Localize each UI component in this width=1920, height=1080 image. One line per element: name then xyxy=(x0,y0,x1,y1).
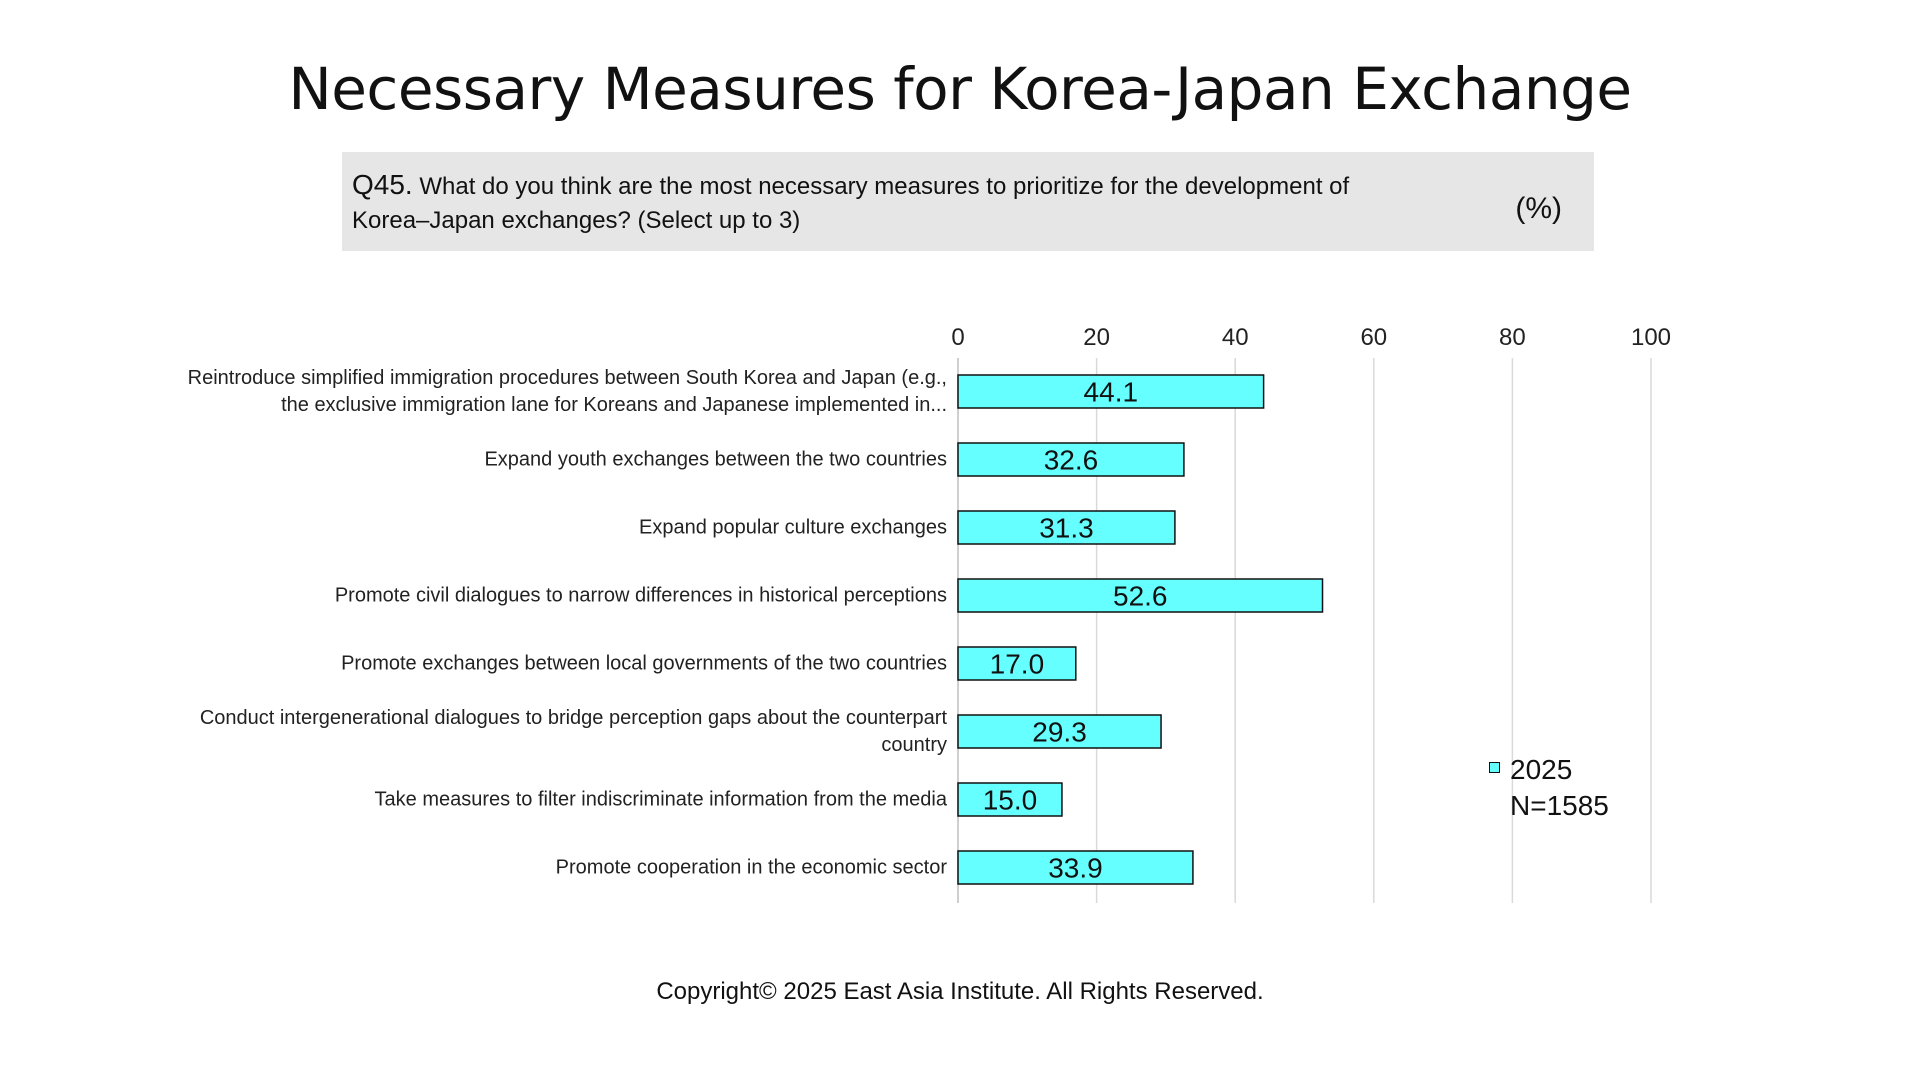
question-number: Q45. xyxy=(352,169,413,200)
x-tick-label: 0 xyxy=(951,324,964,351)
legend-year: 2025 xyxy=(1510,754,1573,785)
data-label: 29.3 xyxy=(1032,717,1087,748)
data-label: 15.0 xyxy=(983,785,1038,816)
category-label: Expand youth exchanges between the two c… xyxy=(484,448,947,470)
x-tick-label: 60 xyxy=(1360,324,1387,351)
chart-title: Necessary Measures for Korea-Japan Excha… xyxy=(288,55,1632,123)
bar xyxy=(957,646,1077,681)
bar xyxy=(957,578,1324,613)
bar xyxy=(957,782,1063,817)
data-label: 52.6 xyxy=(1113,581,1168,612)
unit-label: (%) xyxy=(1515,192,1562,225)
data-label: 17.0 xyxy=(990,649,1045,680)
bar xyxy=(957,714,1162,749)
x-tick-label: 100 xyxy=(1631,324,1671,351)
category-label: Conduct intergenerational dialogues to b… xyxy=(199,706,947,756)
category-label: Promote cooperation in the economic sect… xyxy=(555,856,947,878)
x-tick-label: 20 xyxy=(1083,324,1110,351)
copyright: Copyright© 2025 East Asia Institute. All… xyxy=(656,978,1264,1005)
legend-swatch xyxy=(1489,762,1500,773)
data-label: 32.6 xyxy=(1044,445,1099,476)
category-label: Take measures to filter indiscriminate i… xyxy=(374,788,947,810)
category-label: Reintroduce simplified immigration proce… xyxy=(187,366,947,416)
legend-sample-size: N=1585 xyxy=(1510,790,1609,821)
x-tick-label: 40 xyxy=(1222,324,1249,351)
bar xyxy=(957,442,1185,477)
bar xyxy=(957,850,1194,885)
bar xyxy=(957,510,1176,545)
question-body: What do you think are the most necessary… xyxy=(352,173,1350,234)
question-box: Q45. What do you think are the most nece… xyxy=(342,152,1594,251)
question-text: Q45. What do you think are the most nece… xyxy=(352,168,1432,238)
data-label: 33.9 xyxy=(1048,853,1103,884)
category-label: Promote exchanges between local governme… xyxy=(341,652,947,674)
x-tick-label: 80 xyxy=(1499,324,1526,351)
category-label: Promote civil dialogues to narrow differ… xyxy=(334,584,947,606)
legend: 2025 N=1585 xyxy=(1489,752,1609,824)
data-label: 31.3 xyxy=(1039,513,1094,544)
category-label: Expand popular culture exchanges xyxy=(639,516,947,538)
data-label: 44.1 xyxy=(1084,377,1139,408)
bar xyxy=(957,374,1265,409)
